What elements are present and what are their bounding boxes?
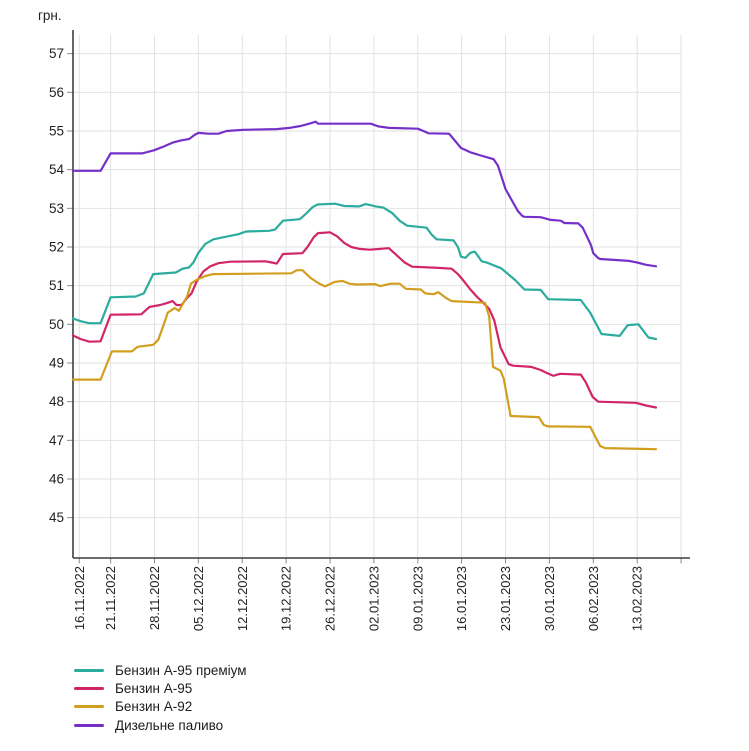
- legend-item-a95[interactable]: Бензин А-95: [74, 679, 247, 697]
- y-tick-label: 47: [49, 433, 64, 448]
- y-tick-label: 49: [49, 356, 64, 371]
- x-tick-label: 16.01.2023: [454, 566, 469, 631]
- legend-label-diesel: Дизельне паливо: [115, 717, 224, 733]
- y-axis-unit-label: грн.: [38, 8, 62, 23]
- y-tick-label: 53: [49, 201, 64, 216]
- series-line-a95-premium: [71, 202, 658, 341]
- x-tick-label: 05.12.2022: [191, 566, 206, 631]
- x-tick-label: 06.02.2023: [586, 566, 601, 631]
- y-tick-label: 56: [49, 85, 64, 100]
- y-tick-label: 57: [49, 46, 64, 61]
- series-line-a92: [71, 269, 658, 451]
- legend-swatch-a92: [74, 705, 104, 709]
- y-tick-label: 51: [49, 278, 64, 293]
- legend-swatch-a95-premium: [74, 668, 104, 672]
- y-tick-label: 52: [49, 240, 64, 255]
- legend-item-a92[interactable]: Бензин А-92: [74, 698, 247, 716]
- y-tick-label: 50: [49, 317, 64, 332]
- x-tick-label: 30.01.2023: [542, 566, 557, 631]
- x-tick-label: 09.01.2023: [410, 566, 425, 631]
- x-tick-label: 26.12.2022: [323, 566, 338, 631]
- x-tick-label: 13.02.2023: [630, 566, 645, 631]
- x-tick-label: 16.11.2022: [72, 566, 87, 630]
- y-tick-label: 46: [49, 472, 64, 487]
- legend-label-a95-premium: Бензин А-95 преміум: [115, 662, 247, 678]
- x-tick-label: 12.12.2022: [235, 566, 250, 631]
- y-tick-label: 48: [49, 394, 64, 409]
- legend-item-diesel[interactable]: Дизельне паливо: [74, 716, 247, 734]
- x-tick-label: 19.12.2022: [279, 566, 294, 631]
- legend-label-a95: Бензин А-95: [115, 681, 193, 697]
- series-line-diesel: [71, 120, 658, 268]
- y-tick-label: 45: [49, 510, 64, 525]
- legend-label-a92: Бензин А-92: [115, 699, 193, 715]
- x-tick-label: 21.11.2022: [103, 566, 118, 630]
- legend: Бензин А-95 преміум Бензин А-95 Бензин А…: [74, 661, 247, 735]
- x-tick-label: 28.11.2022: [147, 566, 162, 630]
- series-line-a95: [71, 231, 658, 409]
- legend-item-a95-premium[interactable]: Бензин А-95 преміум: [74, 661, 247, 679]
- legend-swatch-diesel: [74, 723, 104, 727]
- y-tick-label: 54: [49, 162, 65, 177]
- x-tick-label: 02.01.2023: [366, 566, 381, 631]
- x-tick-label: 23.01.2023: [498, 566, 513, 631]
- y-tick-label: 55: [49, 124, 64, 139]
- legend-swatch-a95: [74, 687, 104, 691]
